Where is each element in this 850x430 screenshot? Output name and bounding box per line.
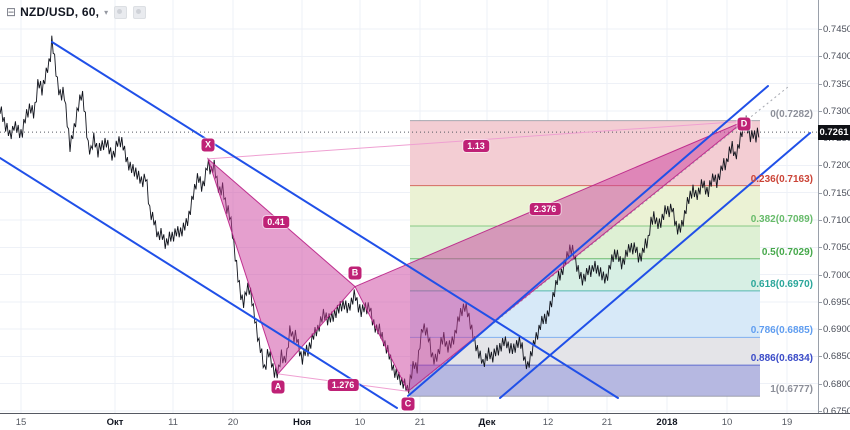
fib-level-label: 0(0.7282) [770, 108, 813, 120]
fib-level-label: 0.886(0.6834) [750, 353, 813, 365]
pattern-point-badge-b[interactable]: B [348, 266, 362, 280]
time-axis-label: 10 [721, 417, 733, 428]
time-axis[interactable]: 15 Окт 11 20 Ноя 10 21 Дек 12 21 2018 10 19 [0, 413, 850, 430]
price-axis-label: 0.6800 [818, 379, 850, 390]
time-axis-label: 15 [15, 417, 27, 428]
time-axis-label: 19 [781, 417, 793, 428]
price-axis-label: 0.7200 [818, 160, 850, 171]
pattern-ratio-badge: 0.41 [263, 216, 289, 228]
time-axis-label: Дек [478, 417, 496, 428]
price-axis-label: 0.7050 [818, 242, 850, 253]
price-axis[interactable]: 0.74500.74000.73500.73000.72500.72000.71… [818, 0, 850, 417]
time-axis-label: 21 [414, 417, 426, 428]
trend-line[interactable] [51, 41, 619, 399]
symbol-legend[interactable]: ⊟ NZD/USD, 60, ▾ [6, 5, 147, 19]
time-axis-label: 12 [542, 417, 554, 428]
pattern-ratio-badge: 1.13 [463, 140, 489, 152]
pattern-ratio-badge: 2.376 [529, 203, 561, 215]
pattern-point-badge-a[interactable]: A [271, 380, 285, 394]
trend-line[interactable] [407, 85, 769, 397]
price-axis-label: 0.7450 [818, 24, 850, 35]
price-axis-label: 0.7000 [818, 270, 850, 281]
fib-band[interactable] [410, 365, 760, 397]
symbol-title[interactable]: NZD/USD, 60, [20, 5, 100, 19]
fib-level-label: 0.382(0.7089) [750, 213, 813, 225]
price-axis-label: 0.6900 [818, 324, 850, 335]
chevron-down-icon[interactable]: ▾ [104, 7, 109, 17]
fib-level-label: 0.786(0.6885) [750, 325, 813, 337]
fib-level-label: 1(0.6777) [770, 384, 813, 396]
fib-level-label: 0.5(0.7029) [761, 246, 813, 258]
time-axis-label: 20 [227, 417, 239, 428]
time-axis-label: 10 [354, 417, 366, 428]
legend-toggle-icon-1[interactable] [114, 5, 128, 19]
price-axis-label: 0.7400 [818, 51, 850, 62]
harmonic-pattern-triangle[interactable] [206, 157, 356, 375]
legend-toggle-icon-2[interactable] [133, 5, 147, 19]
pattern-ratio-badge: 1.276 [327, 379, 359, 391]
pattern-point-badge-c[interactable]: C [401, 397, 415, 411]
price-axis-label: 0.7300 [818, 106, 850, 117]
price-axis-label: 0.6850 [818, 351, 850, 362]
price-axis-label: 0.6950 [818, 297, 850, 308]
time-axis-label: Ноя [292, 417, 312, 428]
price-axis-label: 0.7100 [818, 215, 850, 226]
time-axis-label: 21 [601, 417, 613, 428]
fib-level-label: 0.618(0.6970) [750, 278, 813, 290]
time-axis-label: 2018 [656, 417, 678, 428]
fib-band[interactable] [410, 120, 760, 186]
price-axis-label: 0.6750 [818, 406, 850, 417]
pattern-point-badge-x[interactable]: X [201, 138, 215, 152]
price-axis-label: 0.7350 [818, 79, 850, 90]
trend-line[interactable] [499, 132, 811, 399]
fib-level-label: 0.236(0.7163) [750, 173, 813, 185]
price-axis-label: 0.7150 [818, 188, 850, 199]
trend-line[interactable] [0, 157, 398, 409]
pattern-point-badge-d[interactable]: D [737, 117, 751, 131]
time-axis-label: Окт [106, 417, 124, 428]
collapse-legend-icon[interactable]: ⊟ [6, 5, 17, 19]
current-price-badge: 0.7261 [818, 125, 850, 141]
time-axis-label: 11 [168, 417, 178, 428]
